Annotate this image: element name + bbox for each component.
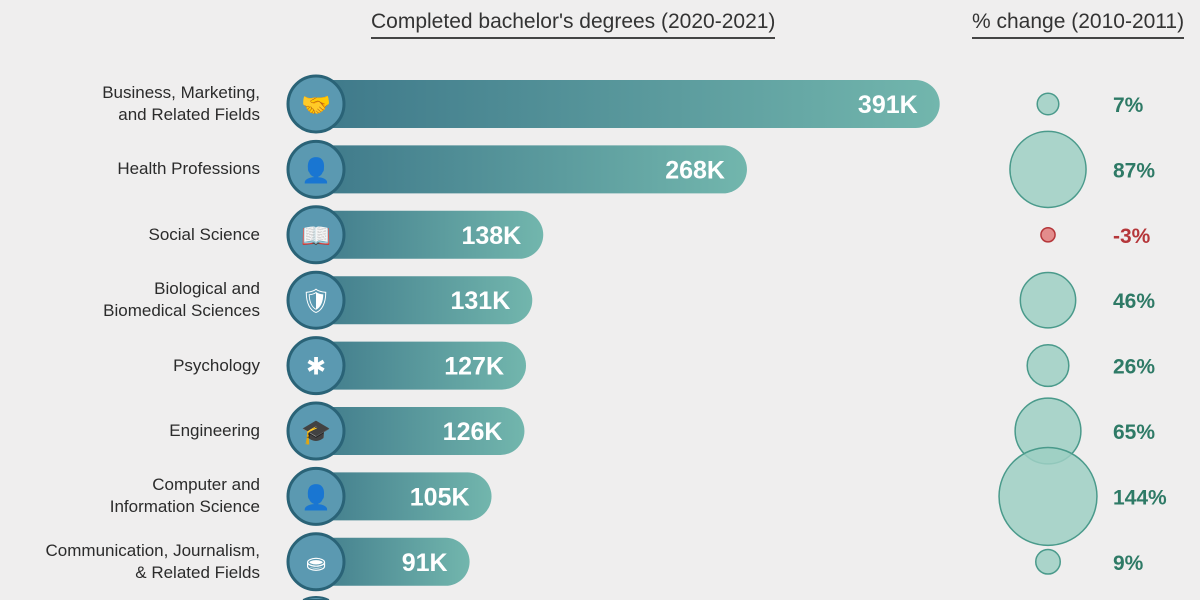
change-label: 144%	[1113, 486, 1167, 509]
bar-value-label: 91K	[402, 549, 448, 577]
bar-value-label: 391K	[858, 91, 918, 119]
bar-row: 🎓 126K 65%	[286, 397, 1155, 465]
change-bubble	[1036, 92, 1060, 116]
bar	[300, 276, 533, 325]
category-label: Biological and Biomedical Sciences	[103, 279, 260, 321]
bar	[300, 472, 492, 521]
change-bubble	[998, 446, 1098, 547]
bar-row: 📖 138K -3%	[286, 205, 1151, 265]
programmer-icon	[286, 466, 346, 526]
brain-head-icon-glyph: ✱	[306, 354, 326, 381]
change-bubble	[1019, 271, 1077, 329]
brain-head-icon	[286, 336, 346, 396]
bar-value-label: 127K	[444, 353, 504, 381]
bar	[300, 145, 747, 194]
change-label: 87%	[1113, 159, 1155, 182]
shield-virus-icon	[286, 270, 346, 330]
category-label: Computer and Information Science	[109, 475, 260, 517]
programmer-icon-glyph: 👤	[301, 483, 331, 511]
bar-row: 👤 105K 144%	[286, 446, 1167, 547]
change-label: 26%	[1113, 356, 1155, 379]
meeting-table-icon-glyph: ⛂	[306, 550, 326, 577]
bar-value-label: 138K	[461, 222, 521, 250]
category-label: Health Professions	[117, 159, 260, 179]
change-label: 9%	[1113, 552, 1144, 575]
bar-value-label: 126K	[443, 418, 503, 446]
bar	[300, 210, 544, 259]
book-icon-glyph: 📖	[301, 223, 331, 250]
doctor-icon-glyph: 👤	[301, 156, 331, 184]
bar-row: 👤 268K 87%	[286, 130, 1155, 209]
bar-row: ⛂ 91K 9%	[286, 532, 1144, 592]
change-bubble	[1040, 226, 1056, 243]
category-label: Psychology	[173, 355, 260, 375]
change-bubble	[1009, 130, 1087, 209]
change-bubble	[1035, 548, 1061, 575]
category-label: Social Science	[148, 224, 260, 244]
category-label: Engineering	[169, 421, 260, 440]
bar	[300, 341, 527, 390]
graduation-cap-icon	[286, 401, 346, 461]
change-label: -3%	[1113, 225, 1151, 248]
bar-value-label: 268K	[665, 156, 725, 184]
meeting-table-icon	[286, 532, 346, 592]
bar-value-label: 105K	[410, 483, 470, 511]
change-label: 46%	[1113, 290, 1155, 313]
change-label: 65%	[1113, 421, 1155, 444]
bar	[300, 407, 525, 455]
bar-value-label: 131K	[451, 287, 511, 315]
book-icon	[286, 205, 346, 265]
shield-virus-icon-glyph: 🛡	[301, 288, 331, 315]
graduation-cap-icon-glyph: 🎓	[301, 419, 331, 446]
change-label: 7%	[1113, 94, 1144, 117]
change-bubble	[1026, 344, 1070, 388]
handshake-icon	[286, 74, 346, 134]
bar-row: ✱ 127K 26%	[286, 336, 1155, 396]
category-label: Communication, Journalism, & Related Fie…	[45, 540, 260, 582]
bar-chart-title: Completed bachelor's degrees (2020-2021)	[371, 10, 776, 39]
change-column-title: % change (2010-2011)	[972, 10, 1185, 39]
bar-row: 🤝 391K 7%	[286, 74, 1144, 134]
bar	[300, 80, 940, 128]
handshake-icon-glyph: 🤝	[301, 92, 331, 119]
category-label: Business, Marketing, and Related Fields	[102, 83, 260, 124]
bar-row: 🛡 131K 46%	[286, 270, 1155, 330]
doctor-icon	[286, 139, 346, 199]
